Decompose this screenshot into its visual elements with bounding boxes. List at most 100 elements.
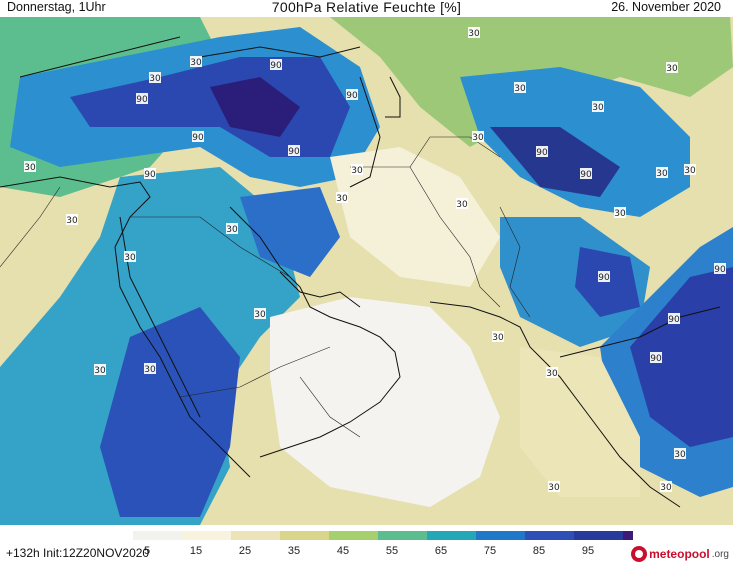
contour-label: 30 xyxy=(468,27,480,39)
contour-label-text: 30 xyxy=(660,483,672,493)
contour-label-box xyxy=(144,363,156,374)
colorbar-tick-label: 65 xyxy=(435,545,447,557)
contour-label: 30 xyxy=(472,131,484,143)
contour-label-text: 90 xyxy=(668,315,680,325)
contour-label-box xyxy=(346,89,358,100)
contour-label-box xyxy=(190,56,202,67)
contour-label-text: 30 xyxy=(592,103,604,113)
contour-labels: 30 30 30 30 30 30 30 30 30 30 30 30 30 30 30 30 30 30 30 30… xyxy=(24,27,726,493)
contour-label-text: 30 xyxy=(336,194,348,204)
contour-label-text: 30 xyxy=(351,166,363,176)
contour-label-box xyxy=(254,308,266,319)
country-borders xyxy=(0,136,531,438)
contour-label: 30 xyxy=(456,198,468,210)
contour-label: 30 xyxy=(666,62,678,74)
humidity-field-dry xyxy=(520,347,640,497)
forecast-time-label: Donnerstag, 1Uhr xyxy=(7,0,106,14)
contour-label: 90 xyxy=(580,168,592,180)
contour-label: 30 xyxy=(492,331,504,343)
contour-label-text: 90 xyxy=(650,354,662,364)
map-title: 700hPa Relative Feuchte [%] xyxy=(271,0,462,15)
colorbar-swatch xyxy=(476,531,525,540)
contour-label-text: 30 xyxy=(144,365,156,375)
contour-label: 90 xyxy=(192,131,204,143)
humidity-field-dry xyxy=(330,147,500,287)
contour-label: 30 xyxy=(656,167,668,179)
colorbar-swatch xyxy=(133,531,182,540)
contour-label-box xyxy=(136,93,148,104)
contour-label: 30 xyxy=(660,481,672,493)
contour-label-text: 90 xyxy=(580,170,592,180)
contour-label: 30 xyxy=(149,72,161,84)
contour-label: 90 xyxy=(144,168,156,180)
contour-label-box xyxy=(336,192,348,203)
colorbar-swatch xyxy=(280,531,329,540)
contour-label: 30 xyxy=(24,161,36,173)
colorbar-swatch xyxy=(231,531,280,540)
humidity-field-veryhigh xyxy=(100,307,240,517)
contour-label: 90 xyxy=(270,59,282,71)
contour-label: 30 xyxy=(674,448,686,460)
colorbar-tick-label: 85 xyxy=(533,545,545,557)
forecast-date-label: 26. November 2020 xyxy=(611,0,721,14)
coastlines xyxy=(0,36,721,508)
contour-label: 30 xyxy=(144,363,156,375)
contour-label-text: 30 xyxy=(548,483,560,493)
contour-label: 30 xyxy=(514,82,526,94)
contour-label-text: 90 xyxy=(270,61,282,71)
humidity-map-svg: 30 30 30 30 30 30 30 30 30 30 30 30 30 30 30 30 30 30 30 30… xyxy=(0,17,733,525)
contour-label-box xyxy=(94,364,106,375)
contour-label-text: 90 xyxy=(136,95,148,105)
contour-label: 30 xyxy=(548,481,560,493)
contour-label-text: 30 xyxy=(656,169,668,179)
contour-label-text: 90 xyxy=(346,91,358,101)
contour-label-box xyxy=(536,146,548,157)
contour-label-box xyxy=(660,481,672,492)
meteopool-logo: meteopool .org xyxy=(631,546,729,562)
contour-label: 30 xyxy=(94,364,106,376)
contour-label-box xyxy=(66,214,78,225)
contour-label-text: 30 xyxy=(149,74,161,84)
contour-label: 30 xyxy=(190,56,202,68)
colorbar-tick-label: 15 xyxy=(190,545,202,557)
contour-label: 30 xyxy=(336,192,348,204)
contour-label: 90 xyxy=(136,93,148,105)
colorbar-ticks: 5152535455565758595100 xyxy=(144,545,594,557)
contour-label: 90 xyxy=(650,352,662,364)
contour-label-box xyxy=(546,367,558,378)
colorbar-swatches xyxy=(133,531,633,540)
humidity-field-veryhigh xyxy=(490,127,620,197)
contour-label-text: 30 xyxy=(94,366,106,376)
contour-label-text: 30 xyxy=(24,163,36,173)
contour-label-box xyxy=(472,131,484,142)
colorbar-tick-label: 95 xyxy=(582,545,594,557)
colorbar-swatch xyxy=(378,531,427,540)
contour-label-box xyxy=(514,82,526,93)
contour-label-box xyxy=(351,164,363,175)
contour-label: 90 xyxy=(714,263,726,275)
contour-label-box xyxy=(684,164,696,175)
contour-label-box xyxy=(149,72,161,83)
contour-label-text: 30 xyxy=(190,58,202,68)
contour-label-text: 30 xyxy=(66,216,78,226)
contour-label-text: 30 xyxy=(468,29,480,39)
humidity-field-dry xyxy=(270,297,500,507)
contour-label-box xyxy=(580,168,592,179)
colorbar-swatch xyxy=(525,531,574,540)
contour-label-text: 90 xyxy=(144,170,156,180)
contour-label-text: 30 xyxy=(684,166,696,176)
contour-label: 30 xyxy=(546,367,558,379)
contour-label: 30 xyxy=(592,101,604,113)
colorbar-tick-label: 5 xyxy=(144,545,150,557)
contour-label-box xyxy=(666,62,678,73)
contour-label-box xyxy=(468,27,480,38)
colorbar-tick-label: 25 xyxy=(239,545,251,557)
humidity-map: 30 30 30 30 30 30 30 30 30 30 30 30 30 30 30 30 30 30 30 30… xyxy=(0,17,733,525)
colorbar-tick-label: 55 xyxy=(386,545,398,557)
contour-label: 90 xyxy=(536,146,548,158)
run-info-label: +132h Init:12Z20NOV2020 xyxy=(6,546,150,560)
contour-label-box xyxy=(674,448,686,459)
contour-label-box xyxy=(144,168,156,179)
contour-label: 30 xyxy=(66,214,78,226)
humidity-field-high xyxy=(240,187,340,277)
